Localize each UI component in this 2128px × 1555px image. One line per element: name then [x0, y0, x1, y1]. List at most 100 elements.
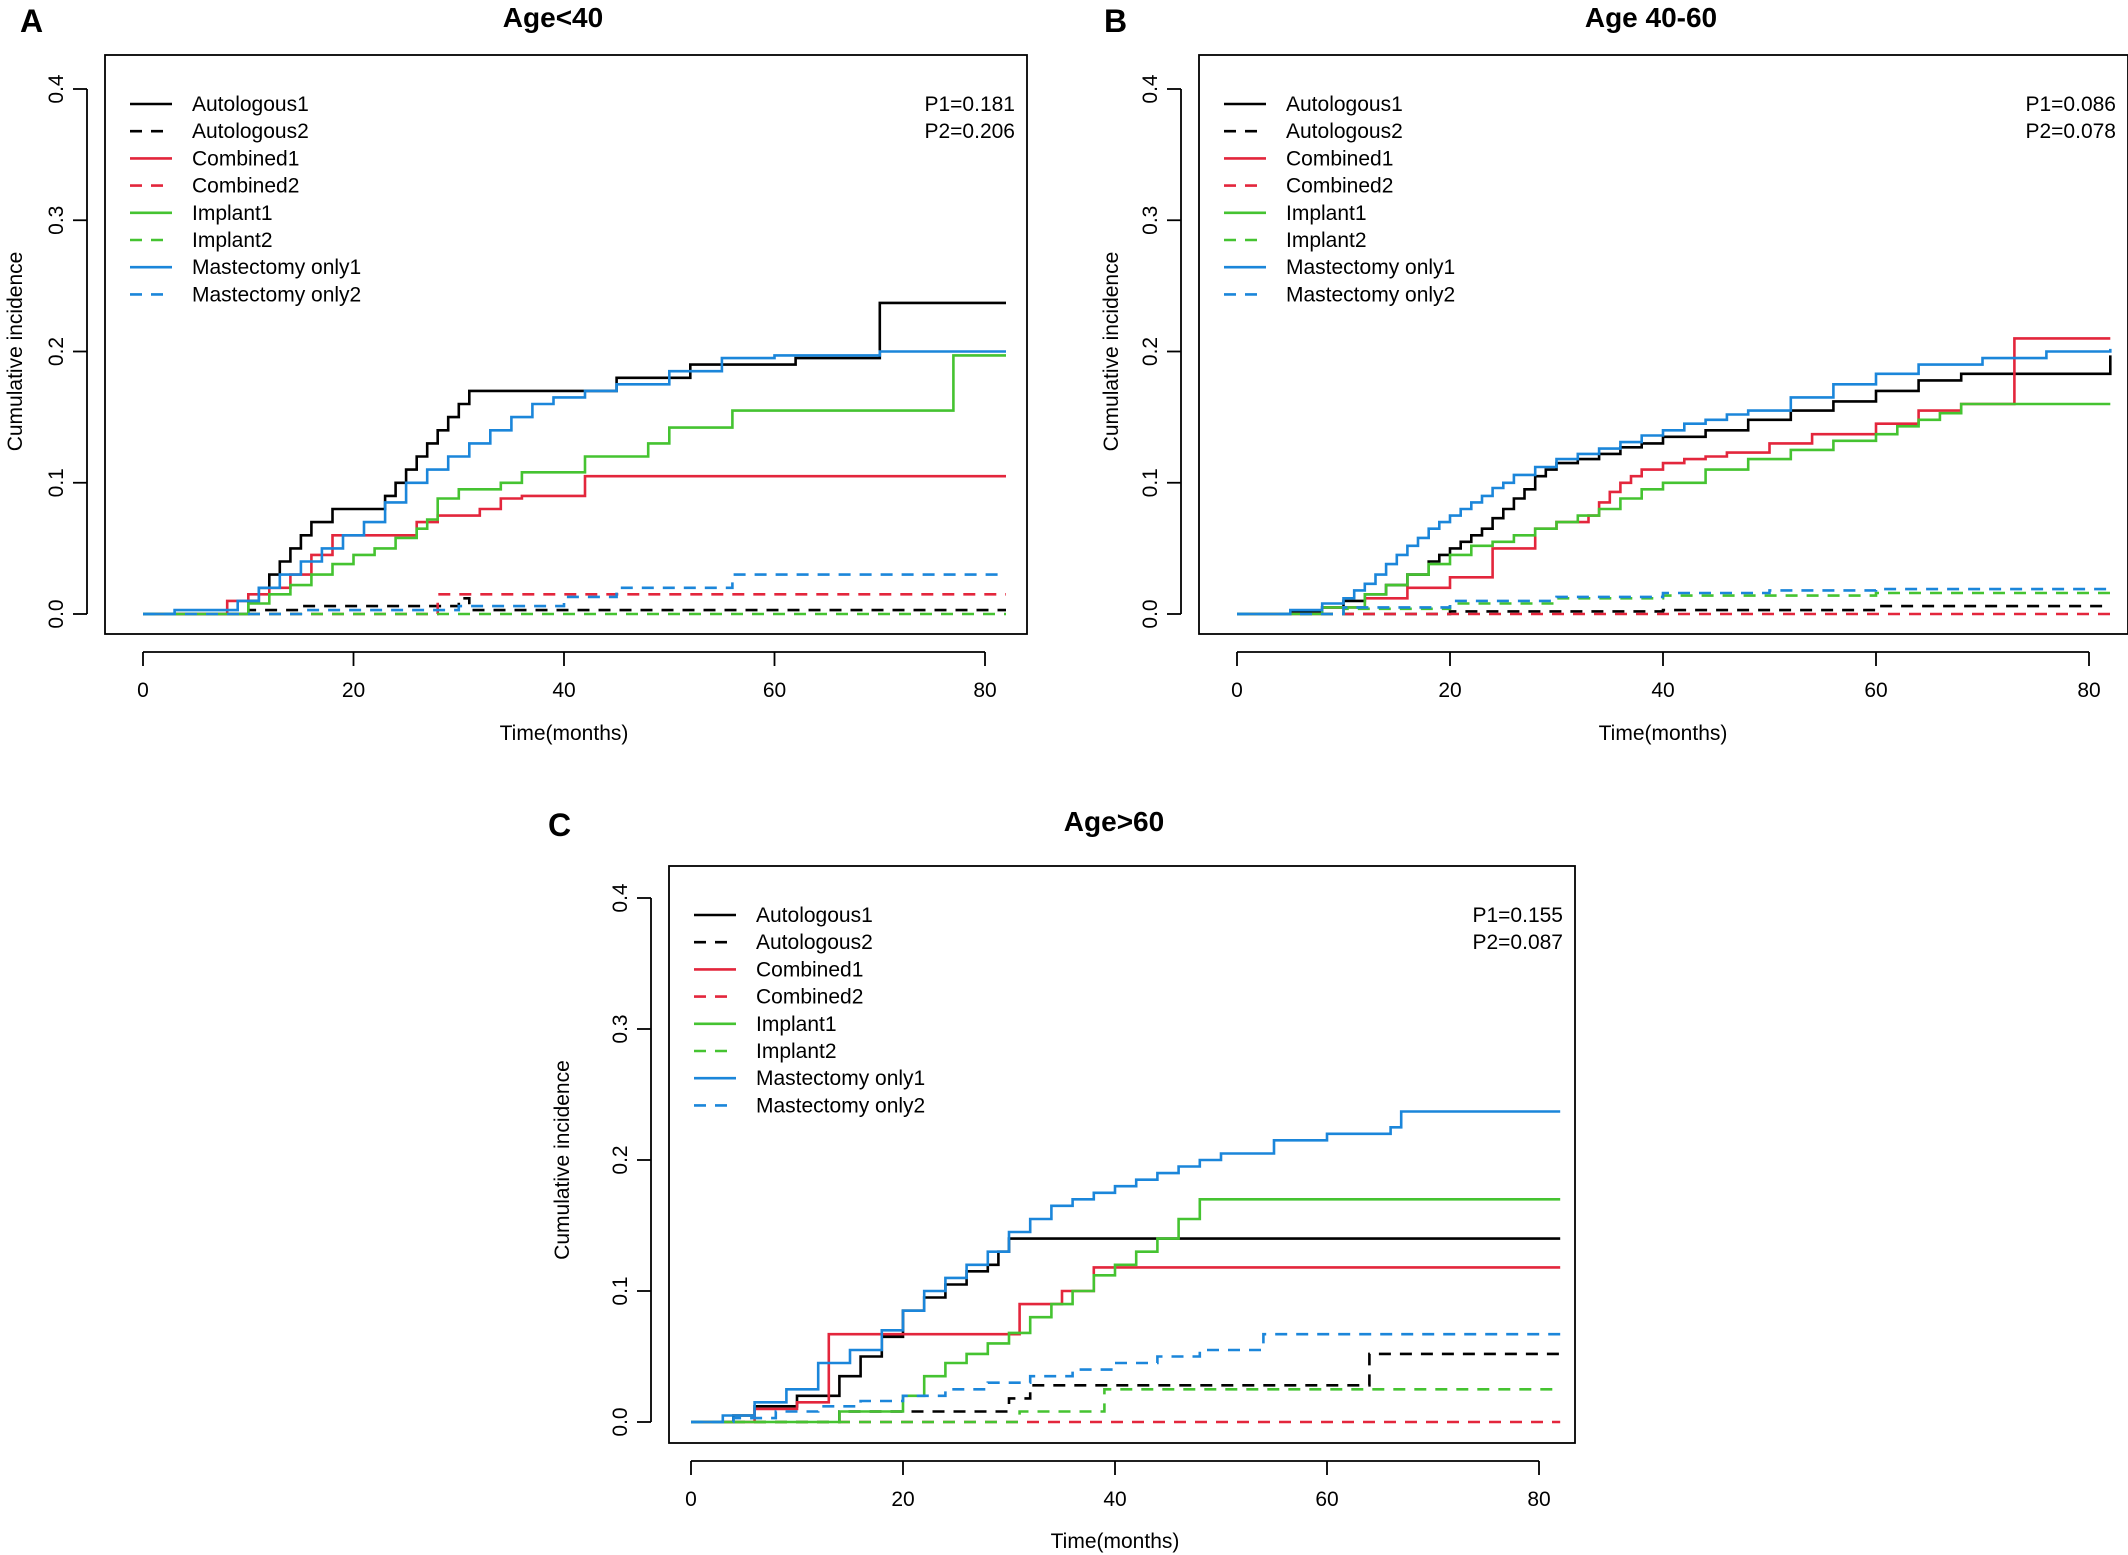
series-line-combined1	[1237, 337, 2111, 616]
legend-label: Combined1	[192, 147, 299, 170]
series-line-mastectomy-only2	[143, 573, 1006, 616]
series-line-mastectomy-only1	[1237, 348, 2112, 616]
legend-label: Autologous1	[192, 93, 309, 116]
legend-label: Implant1	[192, 202, 273, 225]
y-tick-label: 0.4	[1139, 74, 1162, 104]
p-value-2: P2=0.206	[924, 120, 1015, 143]
legend-label: Combined2	[192, 175, 299, 198]
p-value-2: P2=0.087	[1472, 931, 1563, 954]
legend-label: Mastectomy only2	[192, 283, 361, 306]
x-tick-label: 40	[1103, 1488, 1126, 1511]
x-tick-label: 80	[2077, 679, 2100, 702]
series-group	[691, 1110, 1561, 1424]
x-axis-label: Time(months)	[500, 722, 629, 745]
panel-label: A	[20, 3, 43, 39]
legend: Autologous1 Autologous2 Combined1 Combined2…	[1224, 93, 1455, 306]
y-axis-label: Cumulative incidence	[4, 252, 27, 452]
series-line-autologous2	[143, 597, 1006, 616]
y-tick-label: 0.4	[45, 74, 68, 104]
x-tick-label: 40	[552, 679, 575, 702]
series-line-autologous1	[143, 301, 1006, 616]
legend-label: Implant2	[756, 1040, 837, 1063]
x-tick-label: 80	[973, 679, 996, 702]
series-line-implant1	[1237, 402, 2111, 616]
y-axis-label: Cumulative incidence	[1100, 252, 1123, 452]
legend-label: Combined1	[756, 958, 863, 981]
chart-panel-a: A Age<40 0 20 40 60 80 Time(months) 0.0 0.1 0.2 0.3…	[4, 2, 1028, 745]
legend-label: Mastectomy only2	[756, 1094, 925, 1117]
plot-frame	[1198, 54, 2128, 635]
x-tick-label: 60	[1864, 679, 1887, 702]
chart-title: Age<40	[503, 2, 603, 33]
y-tick-label: 0.3	[609, 1014, 632, 1043]
series-line-mastectomy-only2	[1237, 587, 2112, 616]
series-line-autologous1	[1237, 355, 2112, 616]
legend-label: Implant2	[192, 229, 273, 252]
series-group	[1237, 337, 2112, 616]
x-tick-label: 0	[685, 1488, 697, 1511]
y-axis-label: Cumulative incidence	[551, 1060, 574, 1260]
x-tick-label: 80	[1527, 1488, 1550, 1511]
y-tick-label: 0.0	[1139, 599, 1162, 628]
p-value-2: P2=0.078	[2025, 120, 2116, 143]
y-tick-label: 0.1	[45, 468, 68, 497]
x-axis-label: Time(months)	[1599, 722, 1728, 745]
legend-label: Combined2	[756, 986, 863, 1009]
series-line-implant1	[143, 354, 1006, 616]
legend-label: Autologous2	[1286, 120, 1403, 143]
legend-label: Mastectomy only1	[1286, 256, 1455, 279]
series-line-mastectomy-only1	[691, 1110, 1561, 1424]
legend: Autologous1 Autologous2 Combined1 Combined2…	[130, 93, 361, 306]
y-tick-label: 0.3	[45, 206, 68, 235]
x-tick-label: 20	[1438, 679, 1461, 702]
series-group	[143, 301, 1006, 616]
chart-panel-c: C Age>60 0 20 40 60 80 Time(months) 0.0 0.1 0.2 0.3…	[548, 806, 1576, 1553]
legend: Autologous1 Autologous2 Combined1 Combined2…	[694, 904, 925, 1117]
x-tick-label: 40	[1651, 679, 1674, 702]
p-value-1: P1=0.181	[924, 93, 1015, 116]
x-tick-label: 20	[342, 679, 365, 702]
legend-label: Implant1	[756, 1013, 837, 1036]
legend-label: Autologous2	[756, 931, 873, 954]
plot-frame	[668, 865, 1576, 1444]
x-tick-label: 60	[1315, 1488, 1338, 1511]
y-tick-label: 0.3	[1139, 206, 1162, 235]
p-value-1: P1=0.155	[1472, 904, 1563, 927]
x-tick-label: 20	[891, 1488, 914, 1511]
legend-label: Implant2	[1286, 229, 1367, 252]
legend-label: Mastectomy only1	[192, 256, 361, 279]
x-tick-label: 60	[763, 679, 786, 702]
series-line-combined1	[691, 1266, 1561, 1424]
y-tick-label: 0.2	[1139, 337, 1162, 366]
x-axis-label: Time(months)	[1051, 1530, 1180, 1553]
legend-label: Combined2	[1286, 175, 1393, 198]
chart-title: Age>60	[1064, 806, 1164, 837]
panel-label: B	[1104, 3, 1127, 39]
y-tick-label: 0.2	[609, 1145, 632, 1174]
p-value-1: P1=0.086	[2025, 93, 2116, 116]
chart-title: Age 40-60	[1585, 2, 1717, 33]
x-tick-label: 0	[137, 679, 149, 702]
y-tick-label: 0.2	[45, 337, 68, 366]
y-tick-label: 0.1	[609, 1276, 632, 1305]
series-line-implant2	[1237, 591, 2111, 616]
plot-frame	[104, 54, 1028, 635]
legend-label: Autologous1	[756, 904, 873, 927]
x-tick-label: 0	[1231, 679, 1243, 702]
legend-label: Autologous1	[1286, 93, 1403, 116]
series-line-mastectomy-only2	[691, 1332, 1561, 1424]
legend-label: Mastectomy only2	[1286, 283, 1455, 306]
series-line-mastectomy-only1	[143, 350, 1006, 616]
legend-label: Autologous2	[192, 120, 309, 143]
legend-label: Combined1	[1286, 147, 1393, 170]
series-line-implant1	[691, 1198, 1561, 1424]
y-tick-label: 0.0	[609, 1407, 632, 1436]
y-tick-label: 0.0	[45, 599, 68, 628]
y-tick-label: 0.1	[1139, 468, 1162, 497]
legend-label: Mastectomy only1	[756, 1067, 925, 1090]
chart-panel-b: B Age 40-60 0 20 40 60 80 Time(months) 0.0 0.1 0.2…	[1100, 2, 2128, 745]
y-tick-label: 0.4	[609, 883, 632, 913]
legend-label: Implant1	[1286, 202, 1367, 225]
panel-label: C	[548, 807, 571, 843]
